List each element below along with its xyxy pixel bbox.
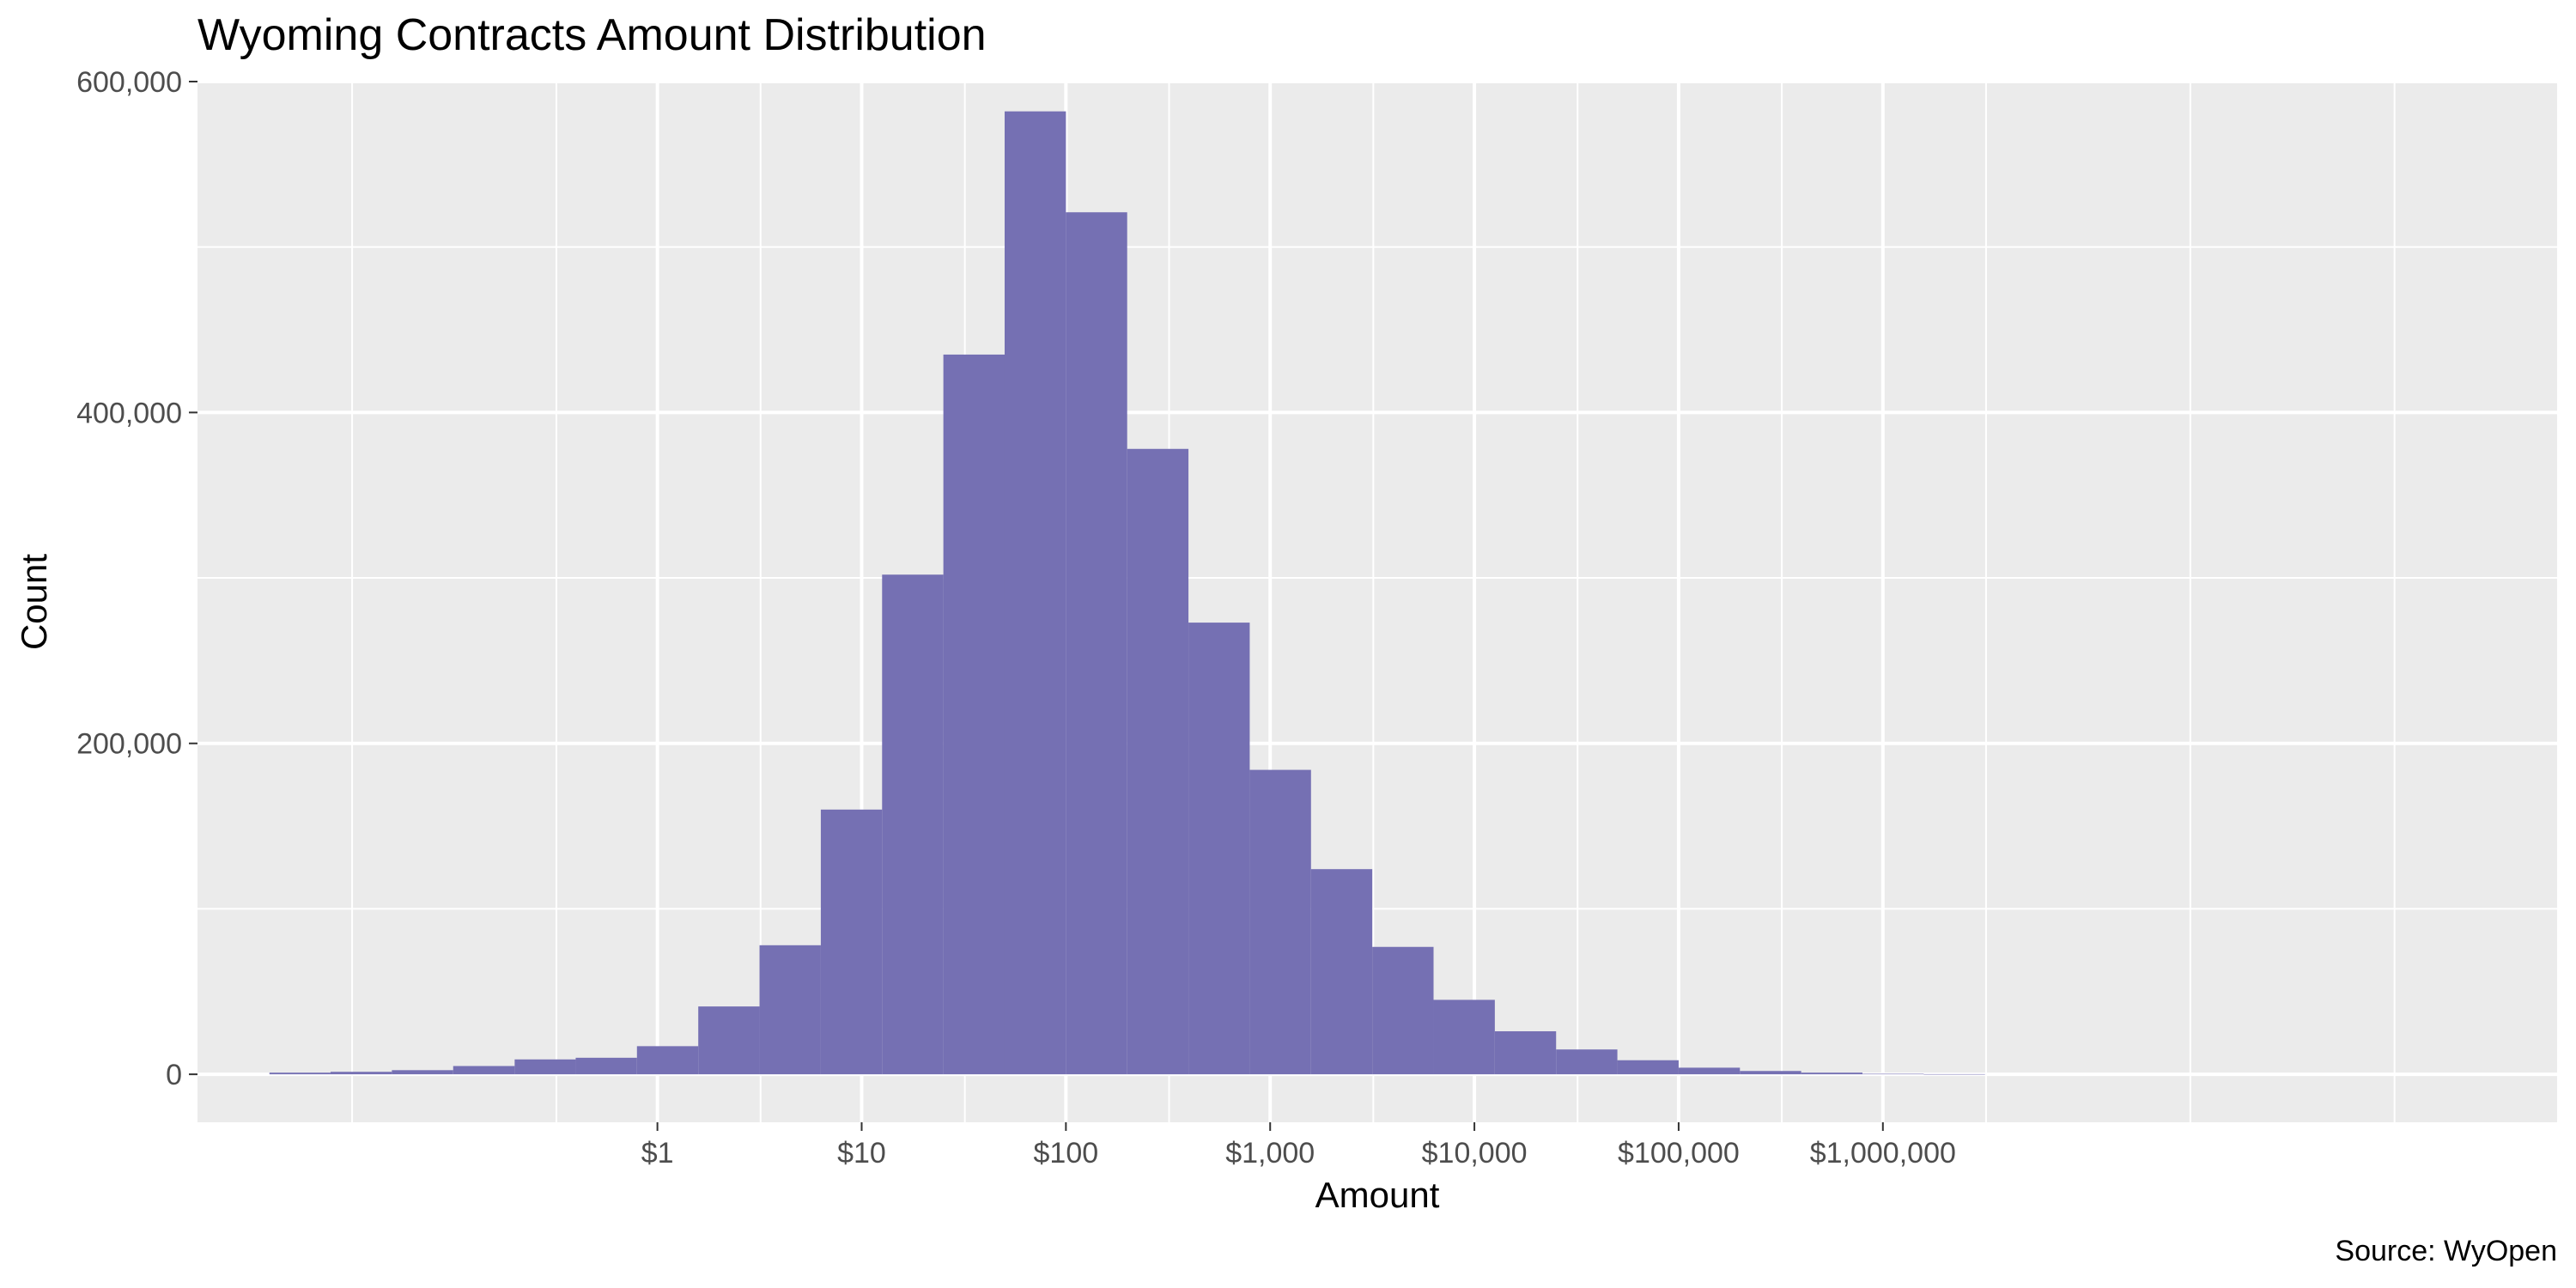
histogram-bar	[575, 1057, 637, 1075]
x-tick-label: $100,000	[1618, 1137, 1740, 1170]
chart-caption: Source: WyOpen	[2335, 1235, 2557, 1267]
histogram-bar	[1923, 1073, 1985, 1075]
histogram-bar	[453, 1066, 515, 1075]
histogram-bar	[1678, 1067, 1741, 1075]
histogram-bar	[820, 809, 883, 1075]
histogram-bar	[514, 1059, 576, 1075]
chart-title: Wyoming Contracts Amount Distribution	[197, 10, 987, 60]
x-tick-label: $10	[837, 1137, 886, 1170]
histogram-bar	[330, 1072, 392, 1075]
histogram-bar	[1310, 869, 1373, 1075]
histogram-bar	[636, 1046, 699, 1075]
y-axis: 0 200,000 400,000 600,000	[76, 66, 197, 1091]
histogram-bar	[1801, 1072, 1863, 1075]
y-axis-title: Count	[14, 554, 54, 650]
x-axis-title: Amount	[1315, 1175, 1440, 1215]
histogram-bar	[1372, 946, 1434, 1075]
histogram-bar	[882, 574, 944, 1075]
x-tick-label: $1,000	[1225, 1137, 1315, 1170]
minor-gridlines	[197, 82, 2557, 1122]
x-tick-label: $100	[1034, 1137, 1099, 1170]
x-tick-label: $1	[641, 1137, 674, 1170]
histogram-bar	[1617, 1060, 1679, 1075]
histogram-bar	[392, 1070, 453, 1075]
y-tick-label: 600,000	[76, 66, 182, 99]
histogram-bar	[1740, 1071, 1801, 1075]
histogram-bar	[1494, 1031, 1557, 1075]
histogram-bar	[698, 1006, 760, 1075]
histogram-bar	[269, 1072, 331, 1075]
y-tick-label: 0	[166, 1059, 182, 1091]
histogram-bar	[1862, 1073, 1924, 1075]
histogram-bar	[1188, 623, 1250, 1075]
y-tick-label: 200,000	[76, 728, 182, 761]
y-tick-label: 400,000	[76, 397, 182, 429]
histogram-bar	[759, 945, 821, 1075]
x-tick-label: $10,000	[1422, 1137, 1528, 1170]
x-axis: $1 $10 $100 $1,000 $10,000 $100,000 $1,000,000	[641, 1122, 1956, 1170]
x-tick-label: $1,000,000	[1810, 1137, 1956, 1170]
histogram-bar	[1249, 769, 1311, 1075]
histogram-bar	[1556, 1049, 1618, 1075]
histogram-bar	[1127, 448, 1189, 1075]
histogram-bar	[1004, 111, 1066, 1075]
histogram-bars	[269, 111, 1985, 1075]
histogram-bar	[1066, 212, 1127, 1075]
histogram-bar	[1433, 999, 1495, 1075]
histogram-bar	[943, 354, 1005, 1075]
